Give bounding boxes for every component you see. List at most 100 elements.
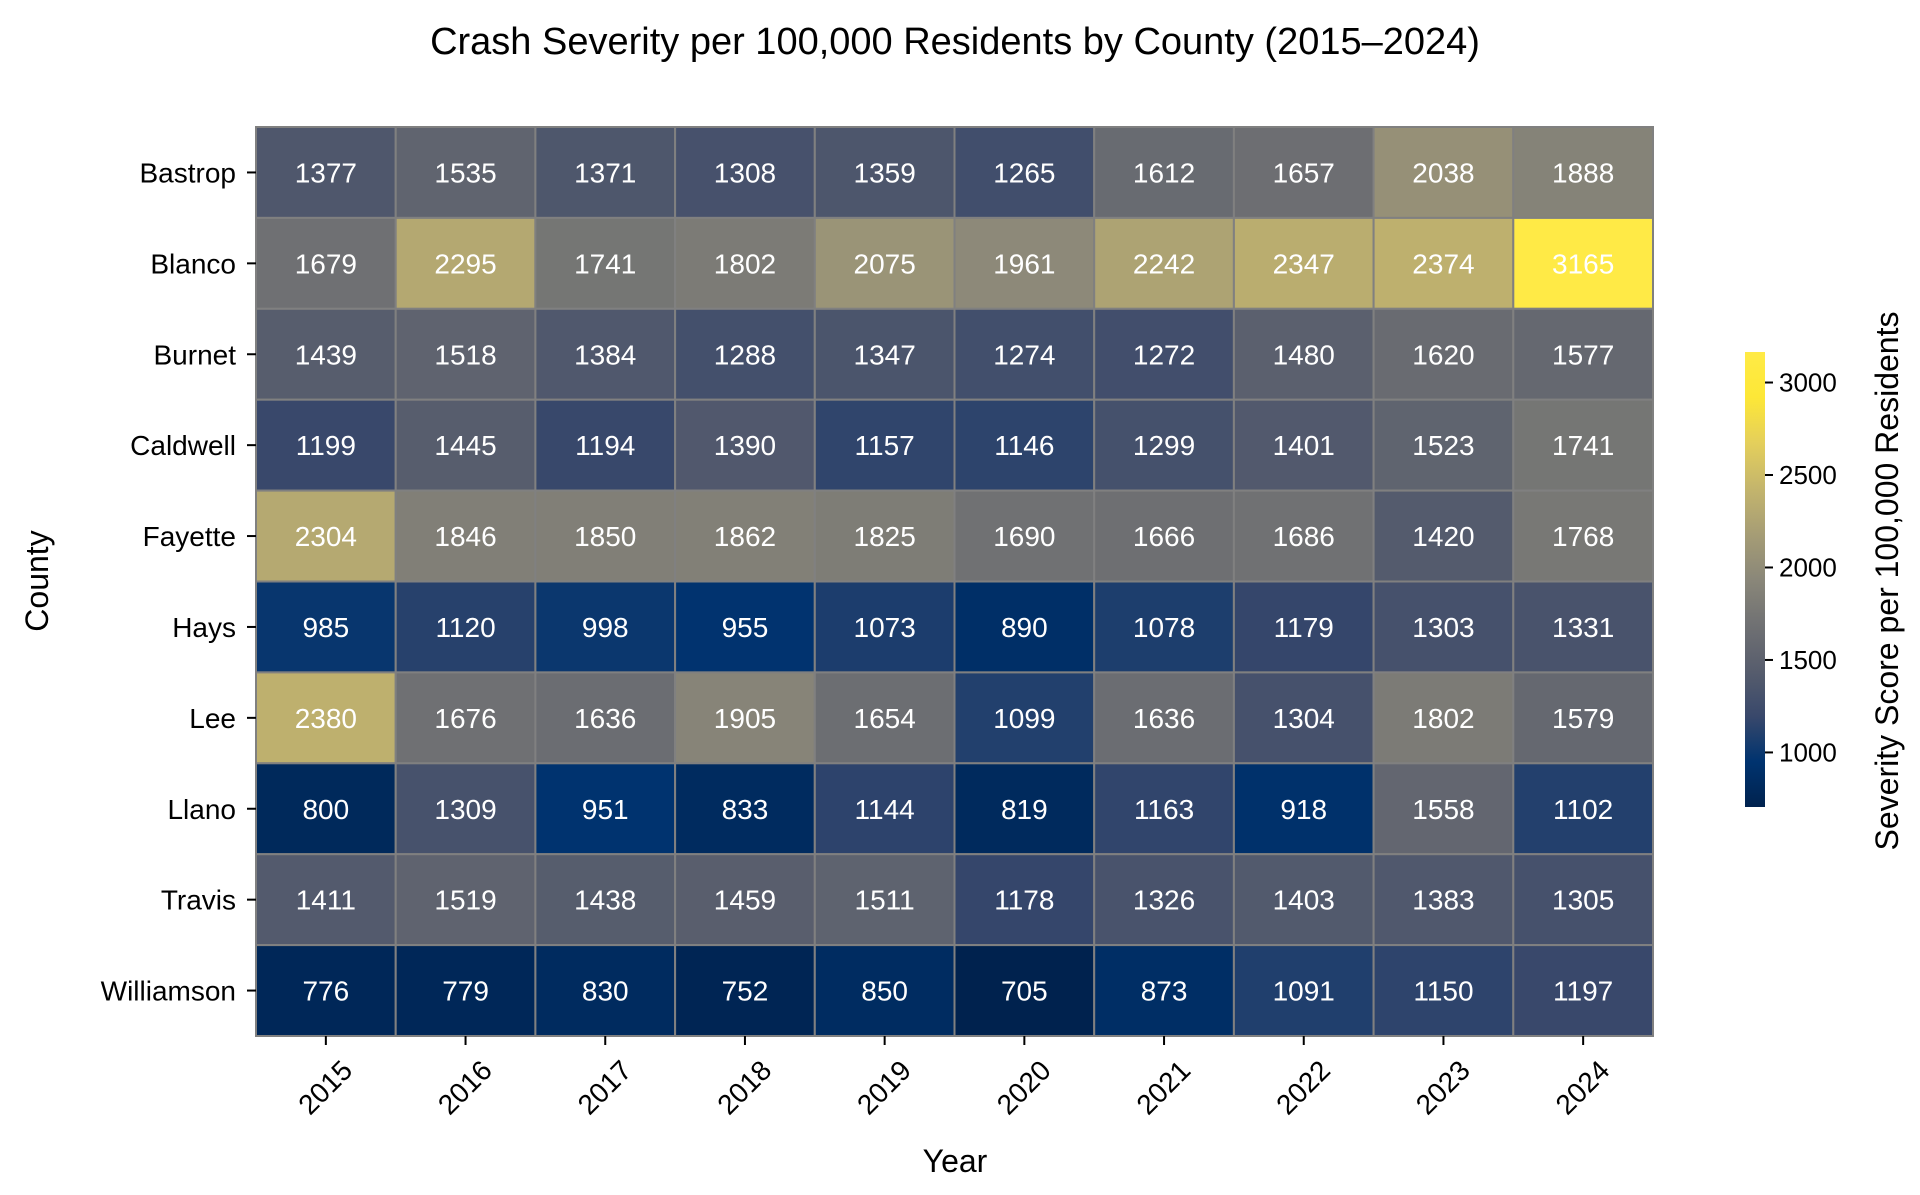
heatmap-cell bbox=[394, 126, 537, 219]
heatmap-cell bbox=[255, 398, 397, 492]
colorbar-tick-label: 3000 bbox=[1779, 368, 1837, 398]
heatmap-cell bbox=[255, 580, 397, 674]
heatmap-cell bbox=[1093, 853, 1235, 947]
cell-value-label: 1846 bbox=[434, 521, 496, 552]
heatmap-cell bbox=[1232, 762, 1375, 856]
y-tick-label: Travis bbox=[161, 885, 236, 916]
cell-value-label: 1359 bbox=[854, 157, 916, 188]
chart-title: Crash Severity per 100,000 Residents by … bbox=[430, 21, 1480, 63]
cell-value-label: 2295 bbox=[434, 248, 496, 279]
cell-value-label: 2304 bbox=[295, 521, 357, 552]
cell-value-label: 2075 bbox=[854, 248, 916, 279]
cell-value-label: 1612 bbox=[1133, 157, 1195, 188]
cell-value-label: 1197 bbox=[1553, 976, 1613, 1007]
x-axis-label: Year bbox=[923, 1143, 988, 1179]
cell-value-label: 1102 bbox=[1553, 794, 1613, 825]
cell-value-label: 800 bbox=[302, 794, 349, 825]
cell-value-label: 1078 bbox=[1133, 612, 1195, 643]
heatmap-cell bbox=[1093, 398, 1235, 492]
cell-value-label: 1073 bbox=[854, 612, 916, 643]
cell-value-label: 1384 bbox=[574, 339, 636, 370]
cell-value-label: 1377 bbox=[295, 157, 357, 188]
cell-value-label: 1636 bbox=[574, 703, 636, 734]
cell-value-label: 1741 bbox=[1552, 430, 1614, 461]
heatmap-cell bbox=[953, 489, 1096, 583]
cell-value-label: 1620 bbox=[1412, 339, 1474, 370]
y-axis: Bastrop Blanco Burnet Caldwell Fayette Hays Le… bbox=[101, 157, 256, 1007]
heatmap-cell bbox=[813, 853, 956, 947]
cell-value-label: 985 bbox=[302, 612, 349, 643]
heatmap-cell bbox=[1372, 216, 1515, 310]
cell-value-label: 1888 bbox=[1552, 157, 1614, 188]
cell-value-label: 1420 bbox=[1412, 521, 1474, 552]
heatmap-cell bbox=[255, 671, 397, 765]
heatmap-cell bbox=[534, 762, 677, 856]
cell-value-label: 1768 bbox=[1552, 521, 1614, 552]
cell-value-label: 1519 bbox=[434, 885, 496, 916]
cell-value-label: 998 bbox=[582, 612, 629, 643]
heatmap-cell bbox=[953, 671, 1096, 765]
cell-value-label: 1676 bbox=[434, 703, 496, 734]
colorbar-label: Severity Score per 100,000 Residents bbox=[1869, 312, 1905, 851]
cell-value-label: 1558 bbox=[1412, 794, 1474, 825]
colorbar-tick-label: 1000 bbox=[1779, 737, 1837, 767]
heatmap-cell bbox=[534, 126, 677, 219]
heatmap-cell bbox=[1093, 216, 1235, 310]
x-axis: 2015 2016 2017 2018 2019 2020 2021 2022 2023 2024 bbox=[292, 1036, 1616, 1120]
cell-value-label: 1163 bbox=[1134, 794, 1194, 825]
y-tick-label: Burnet bbox=[154, 339, 237, 370]
heatmap-cell bbox=[1093, 671, 1235, 765]
heatmap-cell bbox=[1512, 216, 1655, 310]
cell-value-label: 779 bbox=[442, 976, 489, 1007]
heatmap-cell bbox=[534, 307, 677, 401]
heatmap-cell bbox=[813, 762, 956, 856]
cell-value-label: 1265 bbox=[993, 157, 1055, 188]
cell-value-label: 1825 bbox=[854, 521, 916, 552]
heatmap-cell bbox=[1512, 853, 1655, 947]
heatmap-cell bbox=[953, 216, 1096, 310]
cell-value-label: 1802 bbox=[1412, 703, 1474, 734]
cell-value-label: 1383 bbox=[1412, 885, 1474, 916]
cell-value-label: 1577 bbox=[1552, 339, 1614, 370]
heatmap-cell bbox=[674, 216, 816, 310]
heatmap-cell bbox=[1093, 944, 1235, 1037]
heatmap-cell bbox=[674, 762, 816, 856]
cell-value-label: 1288 bbox=[714, 339, 776, 370]
heatmap-cell bbox=[534, 489, 677, 583]
cell-value-label: 1178 bbox=[994, 885, 1054, 916]
cell-value-label: 1390 bbox=[714, 430, 776, 461]
colorbar-tick-label: 2000 bbox=[1779, 552, 1837, 582]
heatmap-cell bbox=[953, 944, 1096, 1037]
cell-value-label: 1146 bbox=[994, 430, 1054, 461]
x-tick-label: 2024 bbox=[1550, 1054, 1616, 1120]
cell-value-label: 1523 bbox=[1412, 430, 1474, 461]
heatmap-cell bbox=[1372, 489, 1515, 583]
x-tick-label: 2019 bbox=[851, 1054, 917, 1120]
heatmap-cell bbox=[255, 126, 397, 219]
cell-value-label: 890 bbox=[1001, 612, 1048, 643]
heatmap-cell bbox=[1232, 307, 1375, 401]
x-tick-label: 2015 bbox=[292, 1054, 358, 1120]
cell-value-label: 1862 bbox=[714, 521, 776, 552]
cell-value-label: 1326 bbox=[1133, 885, 1195, 916]
cell-value-label: 819 bbox=[1001, 794, 1048, 825]
cell-value-label: 2242 bbox=[1133, 248, 1195, 279]
heatmap-cell bbox=[674, 853, 816, 947]
cell-value-label: 1657 bbox=[1273, 157, 1335, 188]
heatmap-cell bbox=[1372, 398, 1515, 492]
heatmap-cell bbox=[1512, 398, 1655, 492]
heatmap-cell bbox=[953, 126, 1096, 219]
y-axis-label: County bbox=[19, 530, 55, 631]
cell-value-label: 1091 bbox=[1273, 976, 1335, 1007]
cell-value-label: 1309 bbox=[434, 794, 496, 825]
cell-value-label: 1535 bbox=[434, 157, 496, 188]
cell-value-label: 2380 bbox=[295, 703, 357, 734]
cell-value-label: 1331 bbox=[1552, 612, 1614, 643]
cell-value-label: 752 bbox=[722, 976, 769, 1007]
cell-value-label: 1445 bbox=[434, 430, 496, 461]
cell-value-label: 951 bbox=[582, 794, 629, 825]
heatmap-cell bbox=[1093, 762, 1235, 856]
heatmap-cell bbox=[953, 762, 1096, 856]
y-tick-label: Llano bbox=[167, 794, 236, 825]
